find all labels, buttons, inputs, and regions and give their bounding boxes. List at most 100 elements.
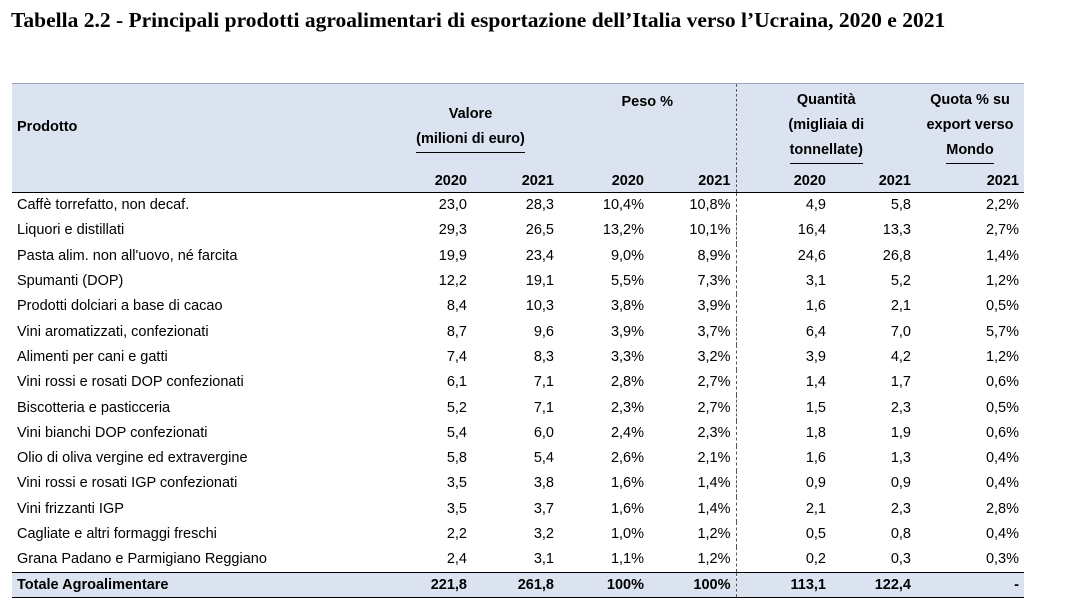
header-quota-line3: Mondo	[946, 138, 994, 164]
product-name: Alimenti per cani e gatti	[17, 348, 168, 365]
header-valore-line1: Valore	[448, 105, 493, 122]
valore-2021: 3,2	[533, 526, 554, 542]
total-quantita-2021: 122,4	[831, 572, 916, 599]
product-name: Grana Padano e Parmigiano Reggiano	[17, 551, 267, 568]
year-quantita-2021: 2021	[831, 170, 916, 193]
valore-2020: 3,5	[446, 500, 467, 517]
peso-2020: 1,0%	[610, 526, 644, 542]
valore-2020: 2,2	[446, 526, 467, 542]
table-row: Grana Padano e Parmigiano Reggiano 2,4 3,1…	[12, 547, 1024, 573]
valore-2021: 26,5	[525, 222, 554, 239]
quantita-2021: 1,9	[890, 424, 911, 441]
valore-2020: 12,2	[438, 273, 467, 290]
peso-2020: 13,2%	[602, 222, 644, 239]
peso-2020: 1,6%	[610, 500, 644, 517]
year-peso-2020: 2020	[559, 170, 649, 193]
quantita-2021: 1,7	[890, 374, 911, 391]
table-row: Cagliate e altri formaggi freschi 2,2 3,2 1…	[12, 521, 1024, 548]
total-peso-2020: 100%	[559, 572, 649, 599]
quantita-2021: 5,8	[890, 197, 911, 214]
quantita-2021: 5,2	[890, 273, 911, 290]
peso-2021: 1,2%	[649, 547, 737, 573]
valore-2020: 6,1	[446, 374, 467, 391]
table-row: Spumanti (DOP) 12,2 19,1 5,5% 7,3% 3,1 5,2 1,2%	[12, 268, 1024, 295]
quantita-2021: 7,0	[890, 323, 911, 340]
table-title: Tabella 2.2 - Principali prodotti agroal…	[11, 8, 946, 32]
quota-2021: 2,2%	[985, 197, 1019, 214]
header-valore: Valore (milioni di euro)	[382, 83, 559, 170]
peso-2020: 3,9%	[610, 323, 644, 340]
header-peso-label: Peso %	[621, 94, 674, 110]
product-name: Vini frizzanti IGP	[17, 500, 124, 517]
valore-2020: 3,5	[446, 475, 467, 492]
header-row: Prodotto Valore (milioni di euro) Peso %…	[12, 83, 1024, 170]
product-name: Vini rossi e rosati IGP confezionati	[17, 475, 238, 492]
peso-2020: 2,4%	[610, 424, 644, 441]
peso-2021: 2,3%	[649, 420, 737, 446]
valore-2021: 3,1	[533, 551, 554, 568]
quantita-2021: 2,3	[890, 500, 911, 517]
valore-2021: 6,0	[533, 424, 554, 441]
valore-2021: 7,1	[533, 374, 554, 391]
valore-2020: 2,4	[446, 551, 467, 568]
export-table: Prodotto Valore (milioni di euro) Peso %…	[12, 83, 1024, 599]
peso-2021: 2,7%	[649, 370, 737, 396]
valore-2021: 28,3	[525, 197, 554, 214]
product-name: Liquori e distillati	[17, 222, 125, 239]
valore-2021: 19,1	[525, 273, 554, 290]
valore-2020: 29,3	[438, 222, 467, 239]
quantita-2020: 1,8	[805, 424, 826, 441]
year-peso-2021: 2021	[649, 170, 737, 193]
quota-2021: 0,4%	[985, 475, 1019, 492]
peso-2021: 10,1%	[649, 218, 737, 244]
quantita-2020: 24,6	[797, 247, 826, 264]
quota-2021: 0,4%	[985, 526, 1019, 542]
quantita-2021: 2,1	[890, 298, 911, 315]
table-row: Vini aromatizzati, confezionati 8,7 9,6 3,9…	[12, 319, 1024, 345]
total-peso-2021: 100%	[649, 572, 737, 599]
product-name: Caffè torrefatto, non decaf.	[17, 197, 190, 214]
quantita-2021: 0,3	[890, 551, 911, 568]
total-row: Totale Agroalimentare 221,8 261,8 100% 100% 1…	[12, 572, 1024, 599]
peso-2021: 2,1%	[649, 445, 737, 472]
product-name: Vini bianchi DOP confezionati	[17, 424, 208, 441]
valore-2021: 3,7	[533, 500, 554, 517]
valore-2020: 5,4	[446, 424, 467, 441]
table-row: Biscotteria e pasticceria 5,2 7,1 2,3% 2,7% 1…	[12, 395, 1024, 421]
valore-2021: 8,3	[533, 348, 554, 365]
peso-2021: 2,7%	[649, 395, 737, 421]
valore-2020: 5,8	[446, 450, 467, 467]
peso-2020: 2,6%	[610, 450, 644, 467]
product-name: Prodotti dolciari a base di cacao	[17, 298, 223, 315]
year-row: 2020 2021 2020 2021 2020 2021 2021	[12, 170, 1024, 193]
quota-2021: 1,2%	[985, 348, 1019, 365]
valore-2021: 3,8	[533, 475, 554, 492]
valore-2020: 5,2	[446, 399, 467, 416]
peso-2020: 5,5%	[610, 273, 644, 290]
quota-2021: 0,4%	[985, 450, 1019, 467]
header-peso: Peso %	[559, 83, 737, 170]
header-valore-line2: (milioni di euro)	[416, 127, 525, 153]
header-quantita-line1: Quantità	[796, 92, 856, 108]
peso-2021: 3,9%	[649, 294, 737, 320]
quantita-2020: 16,4	[797, 222, 826, 239]
table-row: Vini bianchi DOP confezionati 5,4 6,0 2,4% 2…	[12, 420, 1024, 446]
header-quantita: Quantità (migliaia di tonnellate)	[736, 83, 916, 170]
product-name: Olio di oliva vergine ed extravergine	[17, 450, 248, 467]
header-quantita-line2: (migliaia di	[788, 117, 865, 133]
quota-2021: 1,2%	[985, 273, 1019, 290]
quantita-2021: 0,8	[890, 526, 911, 542]
quantita-2020: 3,1	[805, 273, 826, 290]
quantita-2021: 2,3	[890, 399, 911, 416]
valore-2021: 9,6	[533, 323, 554, 340]
quota-2021: 5,7%	[985, 323, 1019, 340]
table-row: Pasta alim. non all'uovo, né farcita 19,9…	[12, 243, 1024, 269]
peso-2020: 9,0%	[610, 247, 644, 264]
valore-2020: 8,4	[446, 298, 467, 315]
product-name: Vini rossi e rosati DOP confezionati	[17, 374, 244, 391]
quantita-2021: 26,8	[882, 247, 911, 264]
quantita-2020: 0,9	[805, 475, 826, 492]
peso-2021: 7,3%	[649, 268, 737, 295]
total-product-name: Totale Agroalimentare	[12, 572, 382, 599]
valore-2021: 10,3	[525, 298, 554, 315]
